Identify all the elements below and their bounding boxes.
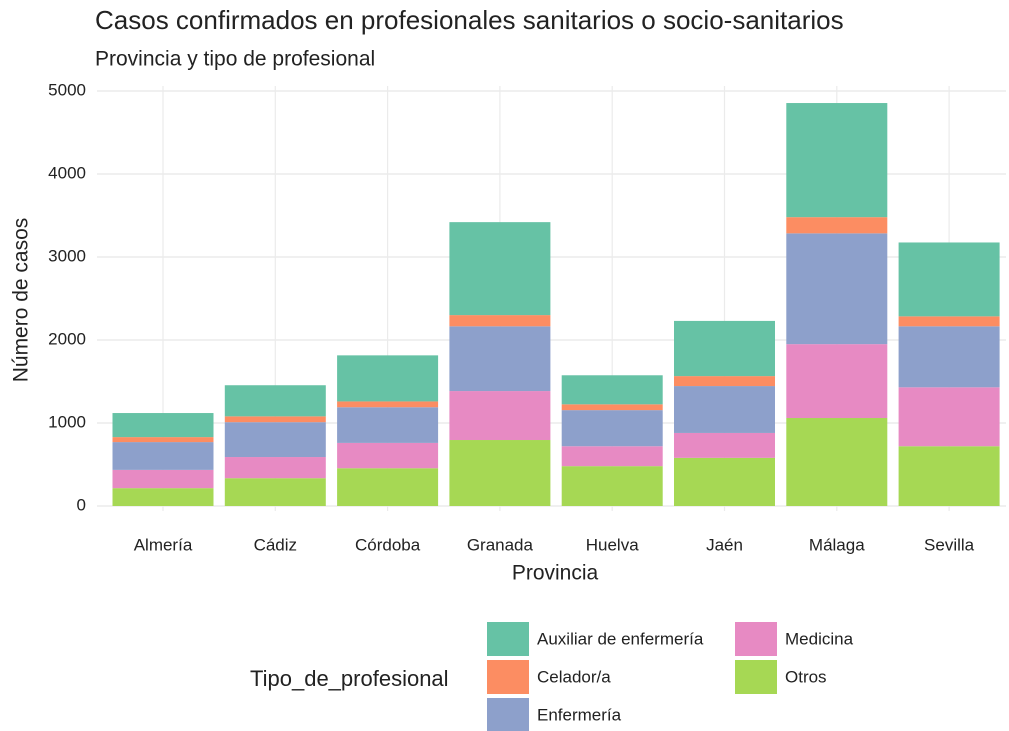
bar-segment (674, 376, 775, 387)
bar-segment (898, 316, 1000, 327)
bar-segment (898, 242, 1000, 317)
bar-segment (674, 432, 775, 458)
legend-label: Enfermería (537, 705, 622, 724)
legend-label: Celador/a (537, 667, 611, 686)
bar-segment (337, 355, 439, 402)
bar-segment (561, 404, 663, 411)
bar-segment (561, 410, 663, 447)
bar-segment (112, 469, 214, 489)
bar-segment (674, 320, 775, 377)
x-tick-label: Sevilla (924, 535, 975, 554)
bar-segment (337, 407, 439, 443)
bar-segment (674, 457, 775, 506)
bar-segment (112, 488, 214, 506)
legend-swatch (487, 622, 529, 656)
y-tick-label: 0 (77, 495, 86, 514)
bar-segment (337, 468, 439, 506)
bar-segment (674, 386, 775, 433)
y-tick-label: 4000 (48, 163, 86, 182)
legend-swatch (487, 698, 529, 731)
x-tick-label: Almería (134, 535, 193, 554)
legend-swatch (487, 660, 529, 694)
y-tick-label: 5000 (48, 80, 86, 99)
bar-segment (786, 344, 888, 419)
bar-segment (449, 326, 551, 392)
bar-segment (337, 442, 439, 469)
legend-label: Medicina (785, 629, 854, 648)
bar-segment (786, 418, 888, 506)
bar-segment (224, 422, 326, 458)
bar-segment (449, 440, 551, 506)
bar-segment (786, 217, 888, 234)
bar-segment (224, 385, 326, 417)
bar-segment (112, 442, 214, 470)
x-tick-label: Cádiz (254, 535, 297, 554)
chart-subtitle: Provincia y tipo de profesional (95, 48, 375, 71)
legend-swatch (735, 660, 777, 694)
chart-title: Casos confirmados en profesionales sanit… (95, 5, 844, 35)
legend-label: Otros (785, 667, 827, 686)
bar-segment (786, 233, 888, 345)
bar-segment (449, 222, 551, 316)
bar-segment (449, 315, 551, 327)
bar-segment (449, 391, 551, 441)
x-tick-label: Málaga (809, 535, 865, 554)
x-axis-title: Provincia (512, 562, 599, 585)
bar-segment (112, 437, 214, 443)
legend-swatch (735, 622, 777, 656)
bar-segment (561, 446, 663, 467)
x-tick-label: Huelva (586, 535, 639, 554)
bar-segment (898, 446, 1000, 506)
bar-segment (561, 375, 663, 405)
bar-segment (337, 401, 439, 408)
x-tick-label: Jaén (706, 535, 743, 554)
bar-segment (224, 416, 326, 423)
y-tick-label: 1000 (48, 412, 86, 431)
y-axis-title: Número de casos (10, 218, 33, 383)
bar-segment (112, 413, 214, 438)
bar-segment (898, 326, 1000, 388)
bar-segment (561, 466, 663, 506)
y-tick-label: 3000 (48, 246, 86, 265)
bar-segment (786, 103, 888, 218)
legend-title: Tipo_de_profesional (250, 666, 449, 691)
x-tick-label: Córdoba (355, 535, 421, 554)
y-tick-label: 2000 (48, 329, 86, 348)
bar-segment (898, 387, 1000, 447)
x-tick-label: Granada (467, 535, 534, 554)
bar-segment (224, 478, 326, 506)
legend-label: Auxiliar de enfermería (537, 629, 704, 648)
bar-segment (224, 457, 326, 479)
